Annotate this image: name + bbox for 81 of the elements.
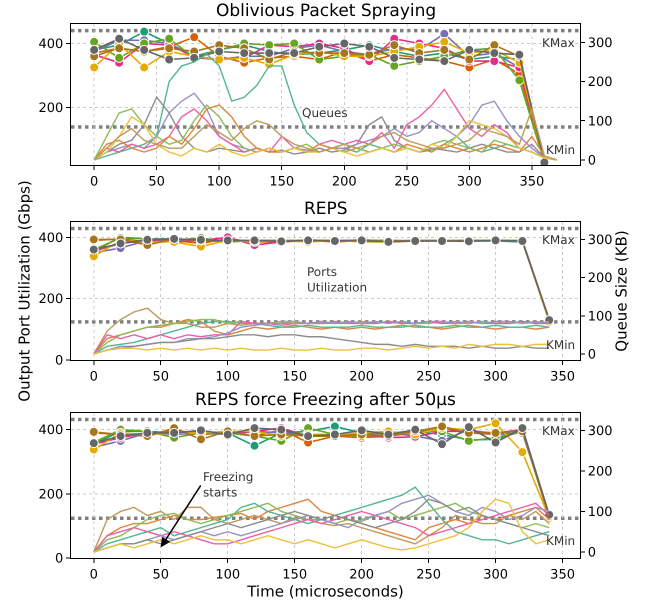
x-tick-label: 50: [148, 174, 165, 190]
x-tick-label: 350: [519, 174, 544, 190]
point: [330, 421, 340, 432]
annotation: Queues: [302, 106, 348, 120]
point: [250, 423, 260, 434]
point: [196, 434, 206, 444]
y-tick-label: 400: [38, 423, 64, 438]
x-tick-label: 300: [456, 174, 482, 190]
x-tick-label: 300: [483, 568, 508, 583]
point: [356, 425, 367, 436]
y-tick-label: 400: [38, 37, 64, 52]
chart-title: Oblivious Packet Spraying: [216, 1, 436, 21]
y2-tick-label: 100: [588, 504, 613, 520]
x-tick-label: 0: [90, 568, 98, 583]
x-tick-label: 100: [215, 568, 240, 583]
point: [517, 447, 528, 458]
y2-tick-label: 0: [588, 545, 596, 560]
y-axis-title: Output Port Utilization (Gbps): [16, 180, 34, 402]
y2-tick-label: 200: [588, 75, 613, 90]
ref-line-label: KMin: [546, 143, 576, 157]
x-tick-label: 0: [90, 370, 98, 385]
x-tick-label: 150: [269, 174, 294, 190]
annotation: Ports Utilization: [307, 265, 368, 295]
annotation: Freezing starts: [203, 470, 254, 500]
x-tick-label: 50: [152, 370, 170, 385]
y2-tick-label: 0: [588, 153, 596, 168]
point: [239, 48, 250, 58]
point: [389, 52, 400, 63]
point: [250, 440, 260, 451]
point: [389, 40, 400, 50]
y-tick-label: 200: [38, 292, 64, 308]
y2-tick-label: 300: [588, 233, 613, 248]
point: [490, 418, 501, 428]
y2-tick-label: 200: [588, 271, 613, 286]
ref-line-label: KMax: [542, 36, 575, 50]
x-tick-label: 200: [349, 568, 374, 583]
point: [437, 439, 448, 450]
y-tick-label: 400: [38, 230, 64, 246]
x-tick-label: 100: [215, 370, 240, 385]
ref-line-label: KMax: [542, 233, 575, 247]
x-tick-label: 250: [416, 370, 442, 385]
y2-tick-label: 0: [588, 347, 596, 362]
x-tick-label: 350: [550, 568, 576, 583]
point: [464, 422, 474, 432]
x-tick-label: 150: [282, 370, 308, 385]
point: [339, 38, 350, 48]
x-tick-label: 300: [483, 370, 508, 385]
y-tick-label: 200: [38, 487, 64, 502]
x-tick-label: 50: [152, 568, 170, 583]
x-axis-title: Time (microseconds): [246, 582, 404, 601]
y2-axis-title: Queue Size (KB): [612, 230, 631, 352]
point: [139, 62, 150, 72]
y2-tick-label: 300: [588, 424, 613, 439]
point: [490, 438, 501, 448]
chart-title: REPS force Freezing after 50μs: [195, 390, 456, 410]
ref-line-label: KMin: [546, 338, 576, 352]
x-tick-label: 150: [282, 568, 308, 583]
x-tick-label: 200: [349, 370, 374, 385]
y-tick-label: 0: [55, 354, 64, 369]
x-tick-label: 100: [206, 174, 232, 190]
y2-tick-label: 300: [588, 36, 613, 51]
x-tick-label: 350: [550, 370, 576, 385]
y2-tick-label: 100: [588, 114, 613, 130]
ref-line-label: KMax: [542, 424, 575, 438]
point: [114, 52, 124, 63]
y-tick-label: 200: [38, 101, 64, 116]
y2-tick-label: 100: [588, 309, 613, 324]
point: [189, 32, 200, 42]
ref-line-label: KMin: [546, 534, 576, 548]
point: [489, 40, 500, 50]
point: [139, 26, 150, 37]
x-tick-label: 0: [90, 174, 98, 190]
y2-tick-label: 200: [588, 464, 613, 480]
point: [164, 54, 174, 64]
x-tick-label: 200: [332, 174, 357, 190]
chart-title: REPS: [304, 199, 348, 219]
x-tick-label: 250: [394, 174, 420, 190]
y-tick-label: 0: [55, 552, 64, 567]
point: [164, 34, 174, 44]
x-tick-label: 250: [416, 568, 442, 583]
point: [89, 62, 100, 72]
